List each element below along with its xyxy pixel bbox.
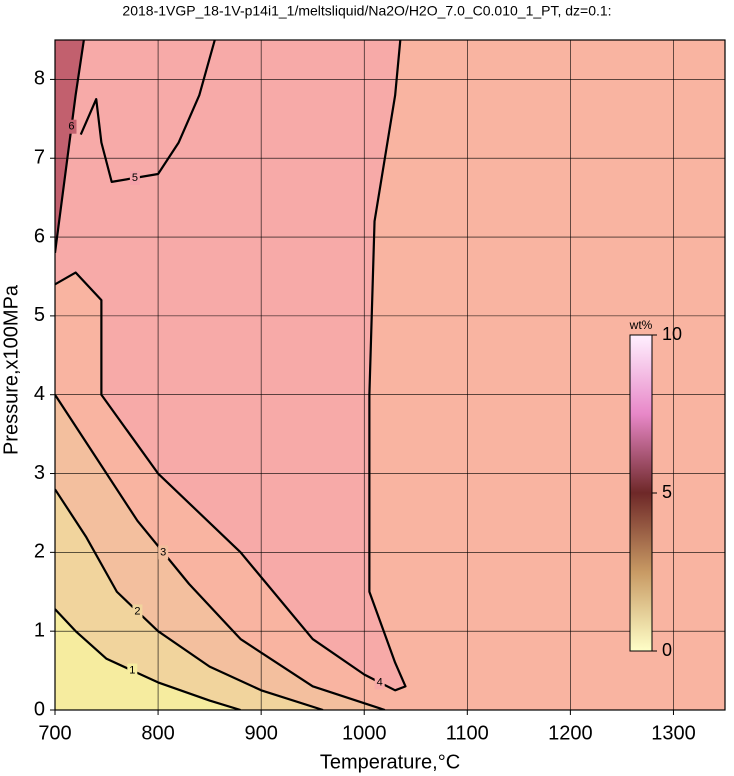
x-tick-label: 1200 [548,722,593,744]
colorbar-tick-label: 5 [662,482,672,502]
contour-fill [55,40,406,691]
colorbar-tick-label: 0 [662,640,672,660]
colorbar-label: wt% [629,318,653,332]
contour-label-bg [158,545,169,560]
contour-label: 2 [134,605,140,617]
x-axis-label: Temperature,°C [320,751,460,773]
colorbar [629,334,653,652]
contour-label: 4 [377,676,383,688]
x-tick-label: 700 [38,722,71,744]
y-tick-label: 5 [34,304,45,326]
y-tick-label: 6 [34,225,45,247]
chart-title: 2018-1VGP_18-1V-p14i1_1/meltsliquid/Na2O… [122,3,611,19]
y-axis-label: Pressure,x100MPa [0,284,22,455]
y-tick-label: 3 [34,462,45,484]
y-tick-label: 2 [34,541,45,563]
x-tick-label: 1000 [342,722,387,744]
contour-label: 6 [68,121,74,133]
y-tick-label: 1 [34,619,45,641]
contour-label-bg [127,663,138,678]
contour-label: 1 [129,664,135,676]
plot-frame [54,39,726,711]
contour-label-bg [129,170,140,185]
colorbar-tick-label: 10 [662,324,682,344]
contour-label-bg [374,675,385,690]
x-tick-label: 1300 [651,722,696,744]
contour-label-bg [66,119,77,134]
y-tick-label: 7 [34,147,45,169]
x-tick-label: 1100 [446,722,489,744]
y-tick-label: 8 [34,68,45,90]
y-tick-label: 4 [34,383,45,405]
contour-fill [55,489,323,710]
y-tick-label: 0 [34,698,45,720]
x-tick-label: 800 [141,722,174,744]
contour-line [55,488,324,710]
contour-line [55,394,386,710]
contour-fill [55,609,241,710]
contour-label-bg [132,604,143,619]
contour-fill [55,40,84,253]
x-tick-label: 900 [244,722,277,744]
contour-label: 3 [160,546,166,558]
contour-label: 5 [132,172,138,184]
